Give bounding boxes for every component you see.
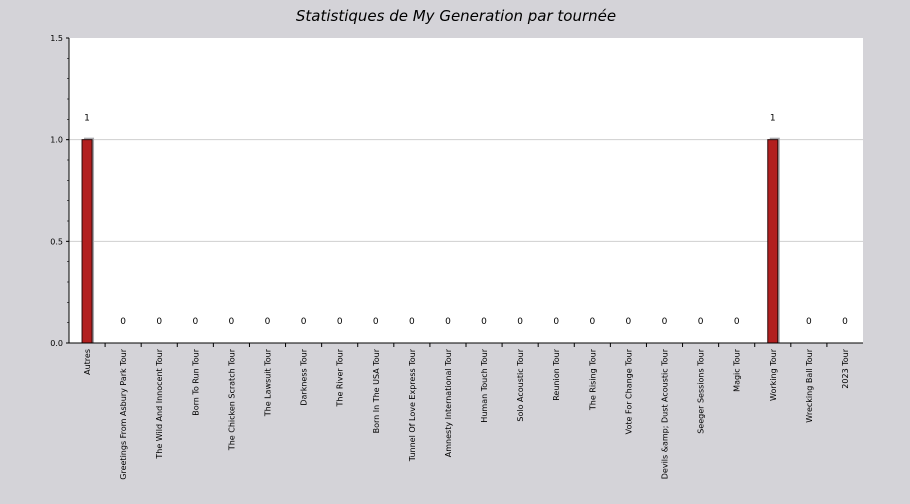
x-tick-label: Greetings From Asbury Park Tour — [119, 348, 128, 479]
x-tick-label: The Wild And Innocent Tour — [155, 348, 164, 459]
gridlines — [69, 139, 863, 242]
data-label: 0 — [301, 317, 307, 327]
data-label: 0 — [156, 317, 162, 327]
x-tick-label: Vote For Change Tour — [624, 348, 633, 434]
data-label: 0 — [734, 317, 740, 327]
x-tick-label: Working Tour — [769, 348, 778, 401]
axes: 0.0 0.5 1.0 1.5 Autres Greetings From Asbury … — [50, 34, 863, 480]
x-tick-label: The Rising Tour — [588, 348, 597, 411]
data-label: 0 — [517, 317, 523, 327]
x-tick-label: Darkness Tour — [300, 348, 309, 405]
data-label: 0 — [842, 317, 848, 327]
x-tick-label: The Chicken Scratch Tour — [227, 348, 236, 451]
data-label: 0 — [589, 317, 595, 327]
x-tick-label: The Lawsuit Tour — [264, 348, 273, 417]
chart-title: Statistiques de My Generation par tourné… — [296, 7, 616, 25]
x-tick-label: Human Touch Tour — [480, 348, 489, 422]
x-tick-label: Born To Run Tour — [191, 348, 200, 415]
x-tick-label: Born In The USA Tour — [372, 348, 381, 433]
data-labels: 1 0 0 0 0 0 0 0 0 0 0 0 0 0 0 0 0 0 0 1 0 0 — [84, 114, 848, 327]
data-label: 0 — [662, 317, 668, 327]
data-label: 0 — [626, 317, 632, 327]
x-tick-label: 2023 Tour — [841, 348, 850, 388]
data-label: 0 — [481, 317, 487, 327]
y-tick-label: 0.5 — [50, 237, 63, 246]
data-label: 0 — [337, 317, 343, 327]
x-tick-label: Solo Acoustic Tour — [516, 348, 525, 421]
data-label: 0 — [698, 317, 704, 327]
x-tick-label: Reunion Tour — [552, 348, 561, 400]
y-tick-label: 1.5 — [50, 34, 63, 43]
x-tick-label: Tunnel Of Love Express Tour — [408, 348, 417, 462]
bar — [767, 139, 779, 344]
x-tick-label: Devils &amp; Dust Acoustic Tour — [661, 348, 670, 479]
x-tick-label: Amnesty International Tour — [444, 348, 453, 457]
data-label: 1 — [84, 114, 90, 124]
y-tick-label: 0.0 — [50, 339, 63, 348]
x-tick-label: Seeger Sessions Tour — [697, 348, 706, 433]
data-label: 0 — [409, 317, 415, 327]
x-tick-label: The River Tour — [336, 348, 345, 407]
y-tick-label: 1.0 — [50, 136, 63, 145]
bar — [81, 139, 93, 344]
data-label: 0 — [553, 317, 559, 327]
data-label: 0 — [229, 317, 235, 327]
x-tick-label: Magic Tour — [733, 348, 742, 392]
data-label: 0 — [120, 317, 126, 327]
data-label: 1 — [770, 114, 776, 124]
data-label: 0 — [445, 317, 451, 327]
plot-area — [69, 38, 863, 343]
data-label: 0 — [806, 317, 812, 327]
x-tick-label: Autres — [83, 349, 92, 375]
data-label: 0 — [192, 317, 198, 327]
data-label: 0 — [373, 317, 379, 327]
x-tick-label: Wrecking Ball Tour — [805, 348, 814, 422]
data-label: 0 — [265, 317, 271, 327]
